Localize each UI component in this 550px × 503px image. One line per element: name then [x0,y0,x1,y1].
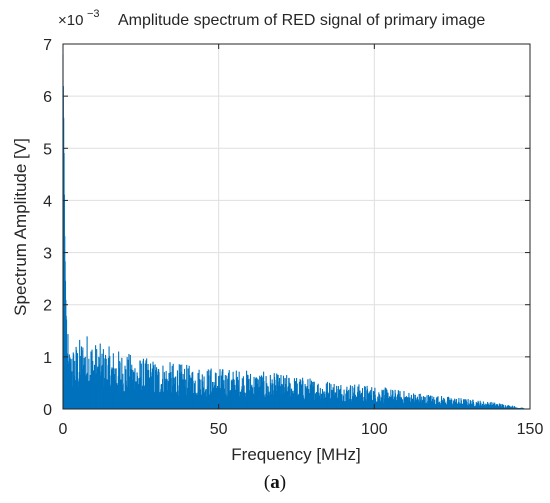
y-tick-label: 3 [43,246,52,263]
spectrum-series [62,54,525,409]
exponent-base: ×10 [58,12,83,29]
y-tick-label: 5 [43,141,52,158]
x-axis-ticks: 0 50 100 150 [59,44,544,438]
exponent-power: −3 [87,8,100,20]
chart-title: Amplitude spectrum of RED signal of prim… [118,12,485,29]
y-axis-label: Spectrum Amplitude [V] [11,138,30,316]
panel-label: (a) [263,472,287,493]
y-axis-ticks: 0 1 2 3 4 5 6 7 [43,37,530,419]
x-tick-label: 50 [210,421,228,438]
panel-letter: a [270,472,280,493]
x-tick-label: 100 [361,421,388,438]
y-tick-label: 1 [43,350,52,367]
plot-background [63,44,530,409]
x-tick-label: 150 [517,421,544,438]
y-tick-label: 0 [43,402,52,419]
x-tick-label: 0 [59,421,68,438]
grid-lines [63,44,530,409]
y-tick-label: 4 [43,193,52,210]
y-tick-label: 2 [43,298,52,315]
x-axis-label: Frequency [MHz] [231,445,360,464]
plot-frame [62,43,531,410]
y-tick-label: 7 [43,37,52,54]
y-tick-label: 6 [43,89,52,106]
